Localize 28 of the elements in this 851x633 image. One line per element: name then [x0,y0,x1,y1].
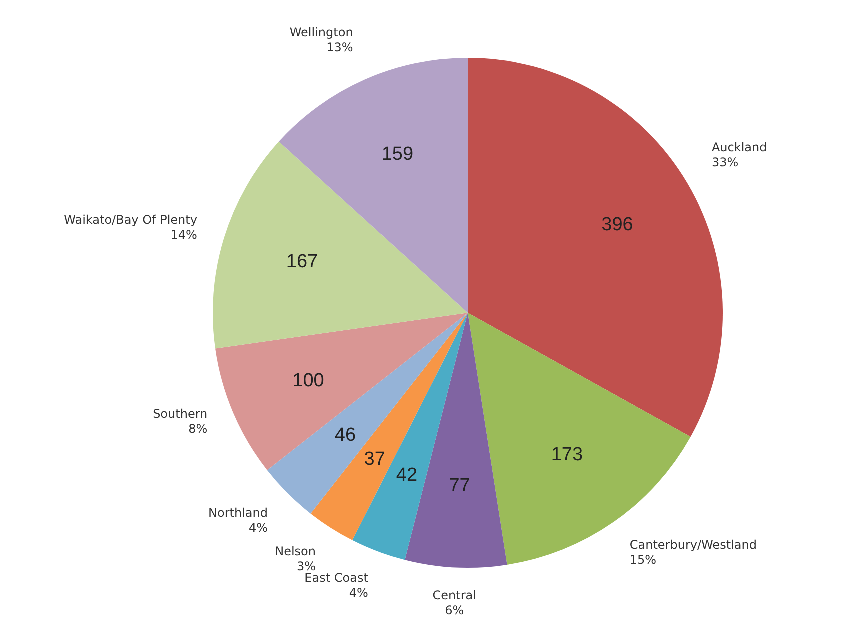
data-label: 100 [292,370,324,392]
slice-label: Waikato/Bay Of Plenty [64,212,198,227]
slice-label: Southern [153,406,208,421]
data-label: 46 [334,425,356,446]
slice-label: Northland [208,506,268,520]
text: 15% [630,553,657,568]
data-label: 37 [364,448,386,470]
text: 4% [248,521,268,536]
pie-slice [213,142,468,349]
slice-label: Auckland [712,140,768,155]
text: 14% [170,228,198,242]
pie-slice [267,313,468,514]
slice-label: Canterbury/Westland [630,538,757,552]
text: 4% [349,586,368,600]
text: 13% [326,40,354,54]
data-label: 42 [396,464,418,486]
slice-label: Central [432,588,476,603]
data-label: 173 [551,444,584,466]
text: 8% [188,422,208,436]
data-label: 167 [286,252,318,273]
slice-label: Wellington [290,25,354,40]
text: 6% [445,604,464,618]
data-label: 77 [449,476,470,497]
data-label: 159 [382,144,414,165]
text: 33% [712,156,739,170]
data-label: 396 [602,214,634,236]
pie-slice [279,58,468,313]
slice-label: Nelson [275,544,316,559]
